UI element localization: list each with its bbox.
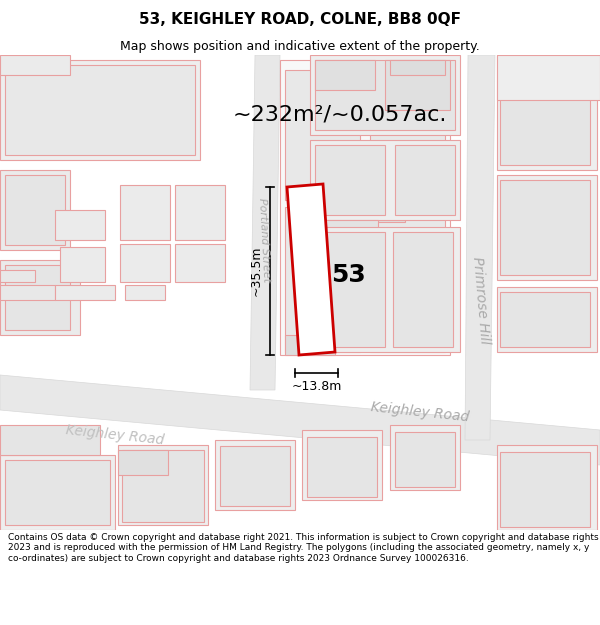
Bar [118, 450, 168, 475]
Bar [0, 425, 100, 455]
Bar [500, 452, 590, 527]
Bar [393, 232, 453, 347]
Bar [497, 55, 597, 170]
Text: Portland Street: Portland Street [257, 198, 271, 282]
Bar [220, 446, 290, 506]
Text: ~13.8m: ~13.8m [292, 381, 341, 394]
Bar [0, 170, 70, 250]
Bar [5, 65, 195, 155]
Bar [120, 185, 170, 240]
Bar [500, 60, 590, 165]
Bar [318, 220, 378, 250]
Text: Keighley Road: Keighley Road [370, 400, 470, 424]
Bar [390, 425, 460, 490]
Text: 53, KEIGHLEY ROAD, COLNE, BB8 0QF: 53, KEIGHLEY ROAD, COLNE, BB8 0QF [139, 12, 461, 27]
Bar [55, 210, 105, 240]
Bar [122, 450, 204, 522]
Bar [5, 175, 65, 245]
Bar [385, 60, 450, 110]
Bar [120, 244, 170, 282]
Text: Map shows position and indicative extent of the property.: Map shows position and indicative extent… [120, 39, 480, 52]
Bar [395, 432, 455, 487]
Bar [215, 440, 295, 510]
Polygon shape [287, 184, 335, 355]
Polygon shape [0, 375, 600, 465]
Bar [302, 430, 382, 500]
Bar [0, 285, 55, 300]
Bar [307, 437, 377, 497]
Bar [0, 455, 115, 530]
Bar [175, 244, 225, 282]
Bar [285, 70, 360, 200]
Bar [370, 70, 445, 190]
Bar [370, 197, 445, 352]
Text: ~35.5m: ~35.5m [250, 246, 263, 296]
Text: ~232m²/~0.057ac.: ~232m²/~0.057ac. [233, 105, 447, 125]
Bar [60, 247, 105, 282]
Text: Keighley Road: Keighley Road [65, 423, 165, 447]
Bar [497, 175, 597, 280]
Text: Contains OS data © Crown copyright and database right 2021. This information is : Contains OS data © Crown copyright and d… [8, 533, 598, 562]
Bar [0, 55, 70, 75]
Bar [497, 445, 597, 530]
Bar [125, 285, 165, 300]
Bar [285, 335, 335, 355]
Bar [5, 460, 110, 525]
Bar [310, 55, 460, 135]
Bar [315, 232, 385, 347]
Text: 53: 53 [331, 263, 365, 287]
Polygon shape [250, 55, 280, 390]
Bar [497, 287, 597, 352]
Bar [285, 207, 360, 352]
Bar [310, 140, 460, 220]
Bar [390, 60, 445, 75]
Bar [315, 145, 385, 215]
Bar [395, 145, 455, 215]
Bar [500, 180, 590, 275]
Bar [310, 227, 460, 352]
Bar [500, 292, 590, 347]
Bar [118, 445, 208, 525]
Bar [0, 260, 80, 335]
Bar [5, 265, 70, 330]
Text: Primrose Hill: Primrose Hill [470, 256, 492, 344]
Polygon shape [465, 55, 495, 440]
Bar [280, 60, 450, 355]
Bar [175, 185, 225, 240]
Bar [497, 55, 600, 100]
Bar [315, 60, 375, 90]
Bar [375, 194, 405, 222]
Bar [0, 270, 35, 282]
Bar [315, 60, 455, 130]
Bar [55, 285, 115, 300]
Bar [0, 60, 200, 160]
